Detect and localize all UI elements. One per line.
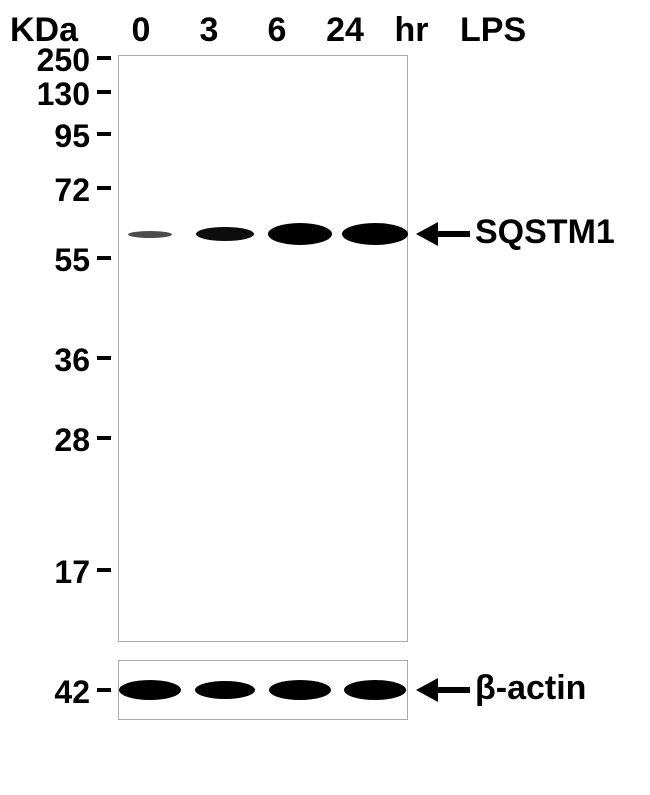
- mw-tick: [97, 436, 111, 440]
- mw-label: 72: [5, 172, 90, 209]
- actin-mw-tick: [97, 688, 111, 692]
- mw-label: 17: [5, 554, 90, 591]
- bactin-band: [119, 680, 181, 700]
- column-headers: KDa03624hrLPS: [0, 10, 650, 50]
- arrow-line-icon: [437, 687, 470, 693]
- actin-mw-value: 42: [5, 674, 90, 711]
- mw-label: 36: [5, 342, 90, 379]
- mw-tick: [97, 56, 111, 60]
- arrow-head-icon: [416, 678, 438, 702]
- mw-tick: [97, 132, 111, 136]
- lane-header: 0: [112, 11, 170, 50]
- mw-label: 130: [5, 76, 90, 113]
- lane-header: hr: [384, 11, 439, 50]
- mw-tick: [97, 568, 111, 572]
- mw-tick: [97, 90, 111, 94]
- mw-tick: [97, 356, 111, 360]
- lane-header: 6: [248, 11, 306, 50]
- mw-label: 28: [5, 422, 90, 459]
- mw-label: 95: [5, 118, 90, 155]
- mw-tick: [97, 256, 111, 260]
- treatment-label: LPS: [460, 11, 570, 50]
- mw-label: 250: [5, 42, 90, 79]
- sqstm1-band: [196, 227, 254, 241]
- lane-header: 3: [180, 11, 238, 50]
- mw-label: 55: [5, 242, 90, 279]
- membrane-sqstm1: [118, 55, 408, 642]
- protein-label: β-actin: [475, 669, 586, 708]
- bactin-band: [344, 680, 406, 700]
- arrow-head-icon: [416, 222, 438, 246]
- sqstm1-band: [128, 231, 172, 238]
- sqstm1-band: [268, 223, 332, 245]
- bactin-band: [195, 681, 255, 699]
- protein-label: SQSTM1: [475, 213, 615, 252]
- arrow-line-icon: [437, 231, 470, 237]
- mw-tick: [97, 186, 111, 190]
- bactin-band: [269, 680, 331, 700]
- sqstm1-band: [342, 223, 408, 245]
- lane-header: 24: [316, 11, 374, 50]
